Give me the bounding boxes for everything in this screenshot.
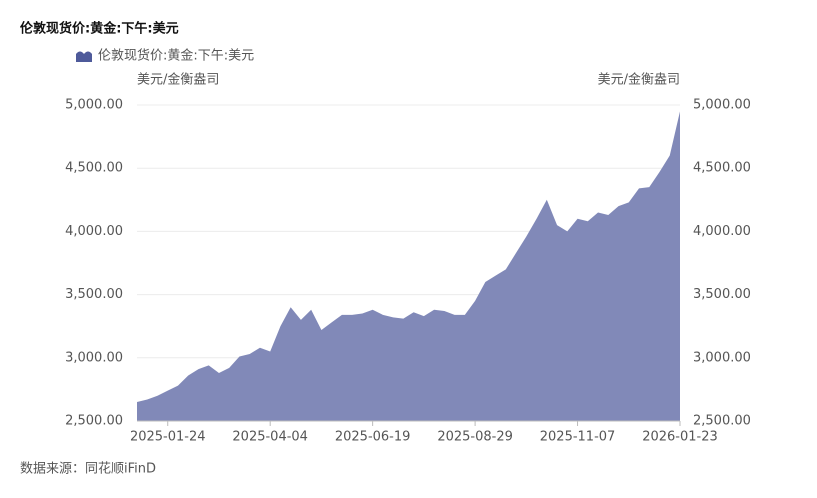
y-tick-label: 3,500.00 xyxy=(65,287,123,302)
y-tick-label: 3,000.00 xyxy=(65,350,123,365)
x-tick-label: 2025-06-19 xyxy=(335,430,411,445)
y2-tick-label: 4,500.00 xyxy=(693,161,751,176)
x-tick-label: 2025-11-07 xyxy=(540,430,616,445)
x-tick-label: 2025-04-04 xyxy=(232,430,308,445)
y2-tick-label: 3,500.00 xyxy=(693,287,751,302)
x-tick-label: 2025-08-29 xyxy=(437,430,513,445)
y-unit: 美元/金衡盎司 xyxy=(137,72,219,88)
y2-tick-label: 4,000.00 xyxy=(693,224,751,239)
x-tick-label: 2025-01-24 xyxy=(130,430,206,445)
y-tick-label: 2,500.00 xyxy=(65,414,123,429)
legend-label: 伦敦现货价:黄金:下午:美元 xyxy=(98,48,254,64)
y2-tick-label: 3,000.00 xyxy=(693,350,751,365)
chart-title: 伦敦现货价:黄金:下午:美元 xyxy=(20,21,179,37)
area xyxy=(137,111,680,421)
y-tick-label: 4,500.00 xyxy=(65,161,123,176)
x-tick-label: 2026-01-23 xyxy=(642,430,718,445)
legend-icon xyxy=(76,51,92,62)
y2-tick-label: 2,500.00 xyxy=(693,414,751,429)
y-tick-label: 4,000.00 xyxy=(65,224,123,239)
y2-unit: 美元/金衡盎司 xyxy=(598,72,680,88)
y2-tick-label: 5,000.00 xyxy=(693,98,751,113)
y-tick-label: 5,000.00 xyxy=(65,98,123,113)
source-note: 数据来源：同花顺iFinD xyxy=(20,461,156,477)
